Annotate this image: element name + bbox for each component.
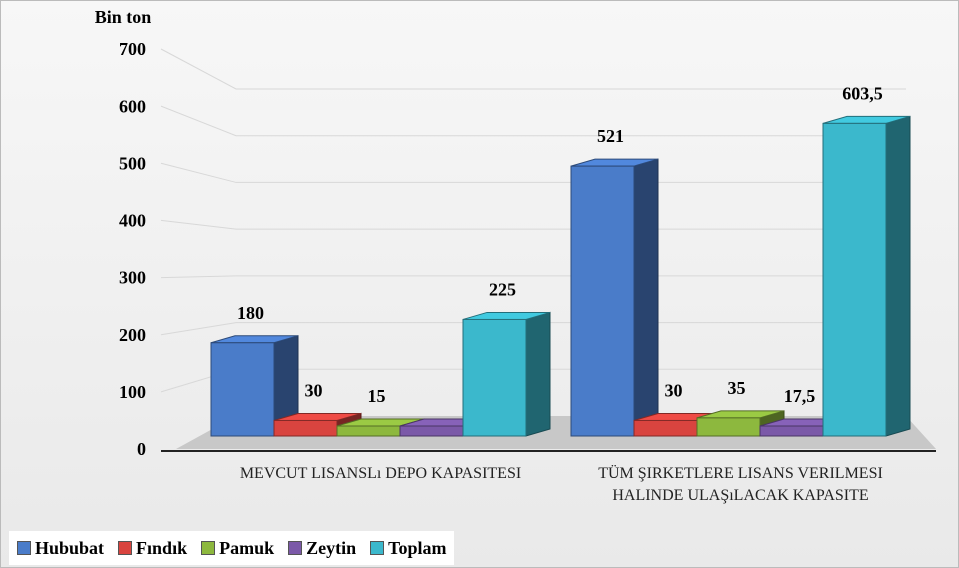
legend-swatch — [201, 541, 216, 555]
legend: Hububat Fındık Pamuk Zeytin Toplam — [9, 531, 455, 565]
data-label: 521 — [597, 126, 624, 146]
grid-line — [160, 105, 906, 137]
x-tick-label: TÜM ŞIRKETLERE LISANS VERILMESI HALINDE … — [598, 465, 883, 504]
bar-side — [633, 158, 659, 437]
legend-label: Fındık — [136, 537, 188, 558]
y-tick-label: 500 — [119, 153, 146, 173]
legend-swatch — [370, 541, 385, 555]
bar-front — [462, 318, 527, 437]
bar-front — [399, 425, 464, 437]
grid-line — [160, 275, 906, 279]
y-tick-label: 100 — [119, 382, 146, 402]
grid-line — [160, 162, 906, 183]
data-label: 30 — [665, 381, 683, 401]
bar-front — [273, 419, 338, 437]
legend-item: Fındık — [118, 538, 187, 559]
bar — [570, 158, 659, 437]
legend-item: Toplam — [370, 538, 446, 559]
y-tick-label: 300 — [119, 268, 146, 288]
bar — [822, 115, 911, 437]
legend-swatch — [288, 541, 303, 555]
bar — [210, 335, 299, 437]
bar-front — [696, 417, 761, 437]
y-tick-label: 0 — [137, 439, 146, 459]
data-label: 30 — [305, 381, 323, 401]
y-tick-label: 200 — [119, 325, 146, 345]
data-label: 603,5 — [842, 84, 883, 104]
bar-front — [633, 419, 698, 437]
data-label: 35 — [728, 378, 746, 398]
data-label: 225 — [489, 280, 516, 300]
bar-side — [525, 311, 551, 437]
bar-front — [210, 342, 275, 437]
grid-line — [160, 48, 906, 90]
grid-line — [160, 322, 906, 336]
bar — [462, 311, 551, 437]
legend-label: Pamuk — [219, 537, 275, 558]
data-label: 15 — [368, 386, 386, 406]
data-label: 180 — [237, 303, 264, 323]
legend-label: Hububat — [35, 537, 105, 558]
legend-label: Zeytin — [306, 537, 357, 558]
legend-item: Zeytin — [288, 538, 356, 559]
legend-swatch — [17, 541, 31, 555]
y-axis-title: Bin ton — [95, 7, 152, 27]
grid-line — [160, 219, 906, 230]
bar-front — [759, 425, 824, 437]
legend-item: Pamuk — [201, 538, 274, 559]
y-tick-label: 600 — [119, 96, 146, 116]
bar-side — [885, 115, 911, 437]
x-tick-label: MEVCUT LISANSLı DEPO KAPASITESI — [239, 465, 522, 482]
y-tick-label: 400 — [119, 211, 146, 231]
legend-item: Hububat — [17, 538, 104, 559]
y-tick-label: 700 — [119, 39, 146, 59]
bar-front — [336, 425, 401, 437]
bar-front — [570, 165, 635, 437]
bar-front — [822, 122, 887, 437]
legend-swatch — [118, 541, 133, 555]
data-label: 17,5 — [784, 386, 816, 406]
legend-label: Toplam — [388, 537, 447, 558]
